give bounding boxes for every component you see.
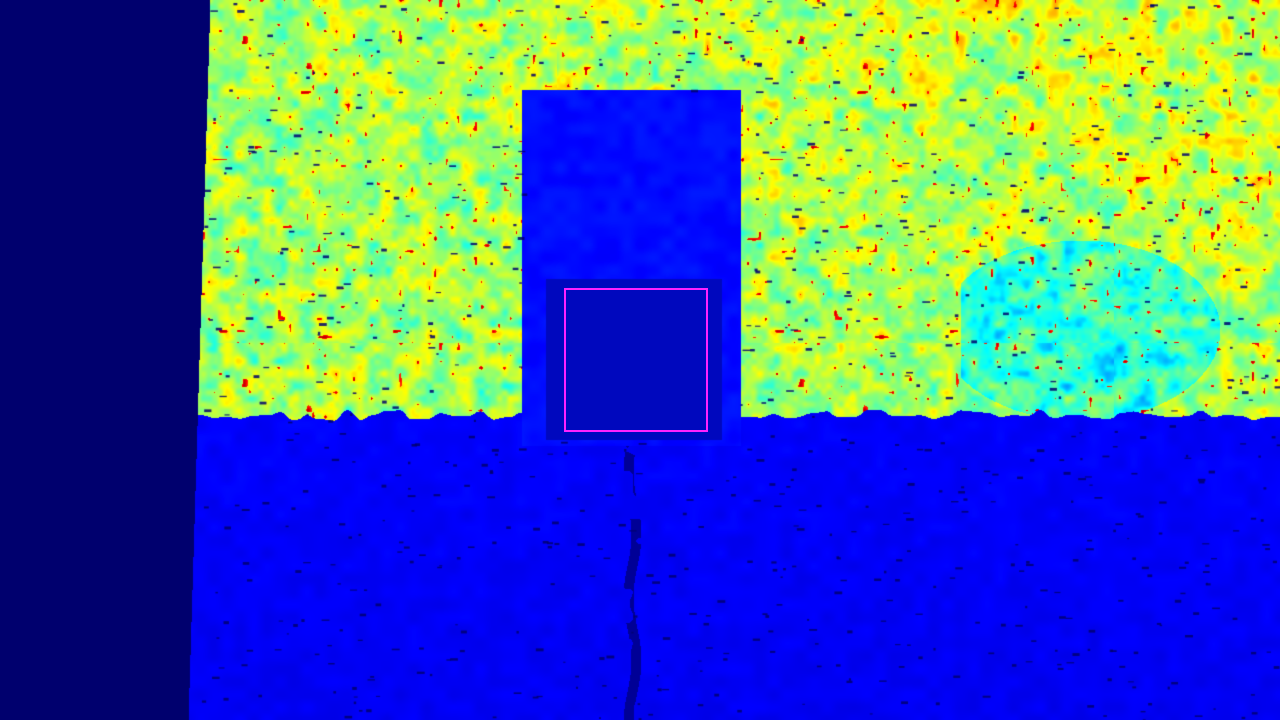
depth-heatmap-image bbox=[0, 0, 1280, 720]
depth-heatmap-view bbox=[0, 0, 1280, 720]
